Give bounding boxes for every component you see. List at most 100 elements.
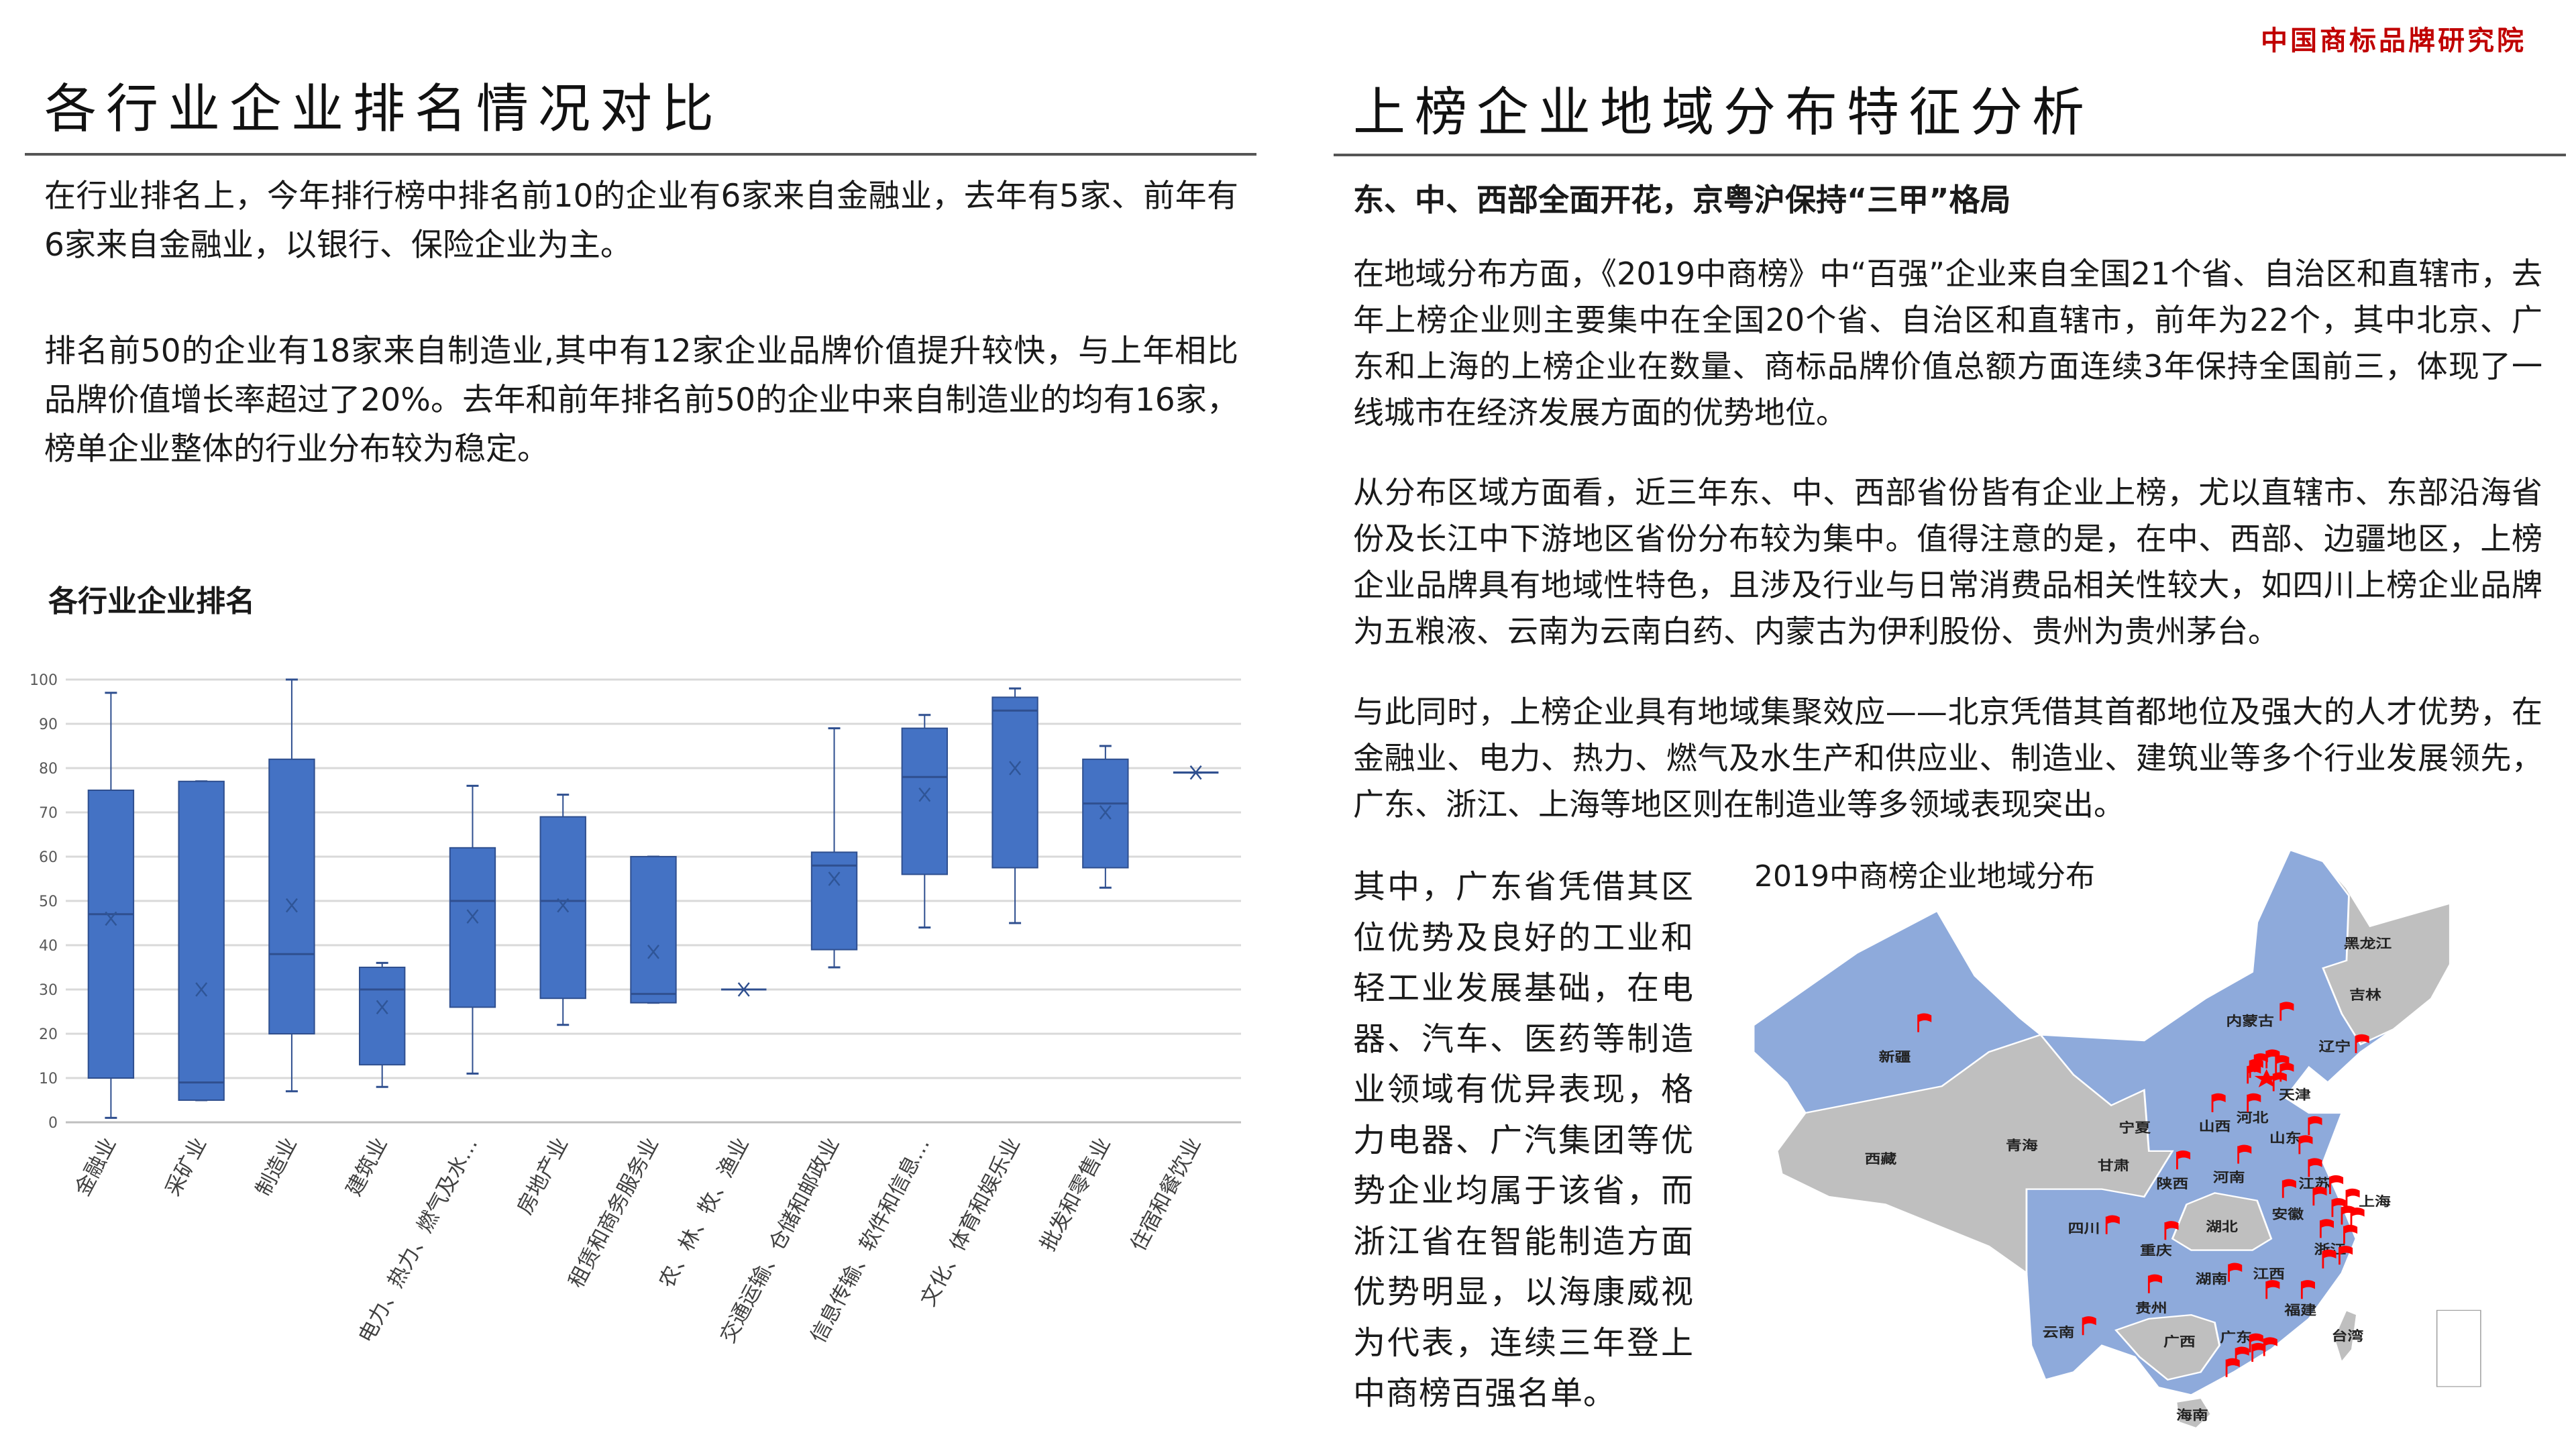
red-flag-icon	[2355, 1034, 2369, 1053]
y-tick-label: 90	[39, 716, 58, 733]
red-flag-icon	[2319, 1219, 2334, 1238]
mean-marker	[647, 945, 659, 959]
province-label: 广东	[2220, 1330, 2252, 1345]
flag-cloth	[2264, 1337, 2277, 1346]
province-label: 江西	[2253, 1267, 2285, 1282]
flag-cloth	[2266, 1280, 2280, 1289]
flag-cloth	[2226, 1358, 2240, 1367]
red-flag-icon	[2247, 1065, 2261, 1084]
flag-cloth	[2344, 1224, 2358, 1234]
red-flag-icon	[2279, 1002, 2294, 1021]
red-flag-icon	[2345, 1188, 2360, 1208]
province-label: 吉林	[2349, 988, 2381, 1003]
x-tick-label: 建筑业	[341, 1134, 392, 1200]
red-flag-icon	[2265, 1049, 2280, 1069]
red-flag-icon	[1917, 1013, 1932, 1032]
mean-marker	[1099, 805, 1112, 820]
right-title-divider	[1334, 154, 2566, 156]
flag-cloth	[2238, 1144, 2252, 1154]
flag-cloth	[2212, 1093, 2226, 1103]
flag-cloth	[2299, 1135, 2313, 1144]
province-label: 上海	[2359, 1194, 2391, 1210]
province-label: 河北	[2237, 1111, 2269, 1126]
mean-marker	[105, 911, 117, 926]
flag-cloth	[2308, 1158, 2322, 1167]
mean-marker	[376, 1000, 388, 1015]
y-tick-label: 40	[39, 938, 58, 955]
flag-cloth	[2320, 1219, 2334, 1228]
x-tick-label: 农、林、牧、渔业	[655, 1134, 754, 1292]
province-label: 湖北	[2206, 1220, 2238, 1234]
flag-cloth	[2280, 1002, 2294, 1011]
province-label: 广西	[2163, 1334, 2196, 1350]
x-tick-label: 制造业	[252, 1134, 302, 1200]
flag-cloth	[2346, 1188, 2360, 1198]
red-flag-icon	[2164, 1221, 2179, 1240]
flag-cloth	[2165, 1221, 2179, 1230]
capital-star-icon	[2254, 1069, 2279, 1087]
box	[359, 967, 406, 1066]
guangdong-zhejiang-text: 其中，广东省凭借其区位优势及良好的工业和轻工业发展基础，在电器、汽车、医药等制造…	[1353, 868, 1694, 1412]
province-label: 湖南	[2196, 1272, 2228, 1287]
red-flag-icon	[2247, 1093, 2261, 1112]
y-tick-label: 60	[39, 849, 58, 866]
y-tick-label: 0	[48, 1115, 58, 1132]
red-flag-icon	[2105, 1215, 2120, 1234]
right-subtitle: 东、中、西部全面开花，京粤沪保持“三甲”格局	[1353, 182, 2011, 218]
x-tick-label: 批发和零售业	[1036, 1134, 1116, 1255]
x-tick-label: 房地产业	[513, 1134, 573, 1218]
province-label: 陕西	[2157, 1177, 2189, 1191]
x-tick-label: 金融业	[70, 1134, 121, 1200]
mean-marker	[285, 898, 298, 913]
flag-cloth	[2313, 1186, 2327, 1196]
red-flag-icon	[2300, 1280, 2315, 1299]
box	[539, 816, 586, 1000]
flag-cloth	[2229, 1263, 2243, 1272]
province-label: 山西	[2199, 1120, 2231, 1134]
flag-cloth	[2332, 1197, 2346, 1208]
flag-cloth	[2322, 1249, 2337, 1259]
left-paragraph-2: 排名前50的企业有18家来自制造业,其中有12家企业品牌价值提升较快，与上年相比…	[44, 333, 1238, 468]
flag-cloth	[2330, 1175, 2344, 1185]
mean-marker	[918, 787, 931, 802]
x-tick-label: 文化、体育和娱乐业	[916, 1134, 1025, 1310]
province-label: 辽宁	[2319, 1039, 2351, 1055]
left-paragraph-1: 在行业排名上，今年排行榜中排名前10的企业有6家来自金融业，去年有5家、前年有6…	[44, 178, 1238, 264]
right-paragraph-2: 从分布区域方面看，近三年东、中、西部省份皆有企业上榜，尤以直辖市、东部沿海省份及…	[1353, 474, 2542, 649]
box	[991, 696, 1038, 869]
flag-cloth	[2177, 1150, 2191, 1160]
red-flag-icon	[2225, 1358, 2240, 1377]
red-flag-icon	[2265, 1280, 2280, 1299]
box	[87, 790, 135, 1079]
y-tick-label: 50	[39, 894, 58, 910]
flag-cloth	[2106, 1215, 2120, 1224]
y-tick-label: 20	[39, 1026, 58, 1043]
red-flag-icon	[2343, 1224, 2358, 1244]
red-flag-icon	[2331, 1197, 2346, 1218]
province-label: 河南	[2213, 1170, 2245, 1185]
x-tick-label: 租赁和商务服务业	[564, 1134, 663, 1292]
province-label: 内蒙古	[2226, 1014, 2274, 1029]
flag-cloth	[2351, 1208, 2365, 1217]
flag-cloth	[2283, 1179, 2296, 1188]
red-flag-icon	[2251, 1342, 2266, 1362]
mean-marker	[466, 909, 479, 924]
province-label: 山东	[2269, 1130, 2302, 1146]
red-flag-icon	[2350, 1208, 2365, 1227]
flag-cloth	[2339, 1245, 2353, 1255]
box	[449, 847, 496, 1008]
brand-logo: 中国商标品牌研究院	[2261, 25, 2526, 56]
red-flag-icon	[2282, 1179, 2296, 1198]
map-region-northwest	[1776, 1034, 2174, 1275]
left-section-title: 各行业企业排名情况对比	[44, 79, 724, 140]
province-label: 甘肃	[2098, 1158, 2130, 1173]
red-flag-icon	[2298, 1135, 2313, 1155]
flag-cloth	[2273, 1072, 2287, 1081]
flag-cloth	[2250, 1333, 2263, 1343]
flag-cloth	[2302, 1280, 2315, 1289]
red-flag-icon	[2082, 1316, 2096, 1336]
red-flag-icon	[2308, 1116, 2322, 1135]
province-label: 宁夏	[2118, 1120, 2151, 1136]
province-label: 台湾	[2332, 1328, 2364, 1344]
